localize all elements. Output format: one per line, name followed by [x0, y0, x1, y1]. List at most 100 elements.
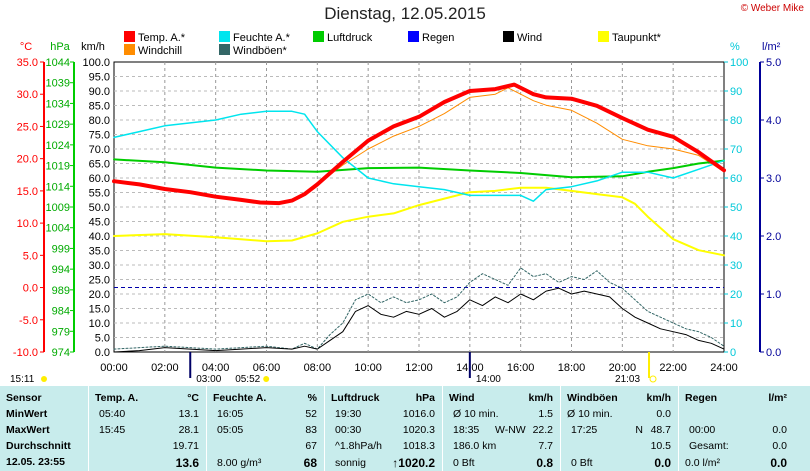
gust-max-time: 17:25	[571, 424, 598, 436]
hum-min: 52	[305, 408, 317, 420]
legend-swatch	[313, 31, 324, 42]
wind-tick-label: 80.0	[89, 115, 110, 127]
moon-time-label: 05:52	[235, 374, 260, 385]
col-pressure: Luftdruck hPa 19:30 1016.0 00:30 1020.3 …	[324, 386, 443, 471]
hum-abs: 8.00 g/m³	[217, 457, 262, 469]
hum-tick-label: 70	[730, 144, 742, 156]
press-tick-label: 1014	[46, 181, 70, 193]
credit-text[interactable]: © Weber Mike	[740, 3, 804, 14]
wind-tick-label: 55.0	[89, 188, 110, 200]
noon-time-label: 14:00	[476, 374, 501, 385]
rain-total-label: Gesamt:	[689, 440, 729, 452]
wind-tick-label: 45.0	[89, 217, 110, 229]
hum-max-time: 05:05	[217, 424, 244, 436]
press-trend: ^1.8hPa/h	[335, 440, 382, 452]
legend-item-temp: Temp. A.*	[124, 31, 185, 44]
col-sensor: Sensor MinWert MaxWert Durchschnitt 12.0…	[0, 386, 88, 471]
legend-item-humidity: Feuchte A.*	[219, 31, 290, 44]
press-tick-label: 1024	[46, 140, 70, 152]
legend-swatch	[408, 31, 419, 42]
legend-label: Taupunkt*	[612, 32, 661, 44]
gust-header: Windböen	[567, 392, 618, 404]
legend-label: Windchill	[138, 45, 183, 57]
hum-tick-label: 100	[730, 57, 748, 69]
rain-tick-label: 4.0	[766, 115, 781, 127]
rain-current: 0.0	[770, 456, 787, 470]
hum-tick-label: 20	[730, 289, 742, 301]
press-tick-label: 984	[52, 306, 70, 318]
legend-label: Regen	[422, 32, 455, 44]
temp-current: 13.6	[175, 456, 199, 470]
wind-tick-label: 5.0	[95, 333, 110, 345]
press-tick-label: 1034	[46, 98, 70, 110]
hum-axis-unit: %	[730, 41, 740, 53]
rain-axis-unit: l/m²	[762, 41, 781, 53]
x-tick-label: 02:00	[151, 362, 179, 374]
rain-amount: 0.0 l/m²	[685, 457, 721, 469]
wind-tick-label: 75.0	[89, 130, 110, 142]
hum-max: 83	[305, 424, 317, 436]
wind-current: 0.8	[536, 456, 553, 470]
sunset-icon	[649, 375, 657, 383]
x-tick-label: 16:00	[507, 362, 535, 374]
x-tick-label: 12:00	[405, 362, 433, 374]
press-forecast: sonnig	[335, 457, 366, 469]
wind-tick-label: 15.0	[89, 304, 110, 316]
rain-header: Regen	[685, 392, 718, 404]
x-tick-label: 20:00	[609, 362, 637, 374]
col-gusts: Windböen km/h Ø 10 min. 0.0 17:25 N 48.7…	[560, 386, 679, 471]
press-max: 1020.3	[402, 424, 435, 436]
legend-label: Luftdruck	[327, 32, 373, 44]
series-temp-a	[112, 82, 726, 206]
sun-icon	[41, 376, 47, 382]
rain-unit: l/m²	[768, 392, 787, 404]
temp-tick-label: -10.0	[13, 347, 38, 359]
x-tick-label: 08:00	[304, 362, 332, 374]
temp-tick-label: 10.0	[17, 218, 38, 230]
moon-icon	[263, 376, 270, 382]
rain-total: 0.0	[772, 440, 787, 452]
gust-avg: 10.5	[650, 440, 671, 452]
press-tick-label: 1029	[46, 119, 70, 131]
wind-distance: 186.0 km	[453, 440, 497, 452]
hum-current: 68	[303, 456, 317, 470]
hum-avg: 67	[305, 440, 317, 452]
legend-swatch	[219, 31, 230, 42]
legend-label: Temp. A.*	[138, 32, 186, 44]
hum-header: Feuchte A.	[213, 392, 267, 404]
legend-item-rain: Regen	[408, 31, 454, 44]
wind-axis-unit: km/h	[81, 41, 105, 53]
temp-min-time: 05:40	[99, 408, 126, 420]
gust-current: 0.0	[654, 456, 671, 470]
press-min: 1016.0	[402, 408, 435, 420]
press-avg: 1018.3	[402, 440, 435, 452]
temp-tick-label: 5.0	[23, 250, 38, 262]
press-unit: hPa	[415, 392, 435, 404]
temp-tick-label: 20.0	[17, 154, 38, 166]
col-wind: Wind km/h Ø 10 min. 1.5 18:35 W-NW 22.2 …	[442, 386, 561, 471]
temp-max: 28.1	[178, 424, 199, 436]
chart-title: Dienstag, 12.05.2015	[324, 4, 486, 23]
col-temp: Temp. A. °C 05:40 13.1 15:45 28.1 19.71 …	[88, 386, 207, 471]
legend-item-pressure: Luftdruck	[313, 31, 372, 44]
press-current: ↑1020.2	[392, 456, 435, 470]
temp-max-time: 15:45	[99, 424, 126, 436]
temp-avg: 19.71	[172, 440, 199, 452]
wind-tick-label: 65.0	[89, 159, 110, 171]
gust-avg-label: Ø 10 min.	[567, 408, 613, 420]
temp-min: 13.1	[178, 408, 199, 420]
press-min-time: 19:30	[335, 408, 362, 420]
legend-swatch	[503, 31, 514, 42]
press-tick-label: 974	[52, 347, 70, 359]
wind-tick-label: 25.0	[89, 275, 110, 287]
wind-tick-label: 35.0	[89, 246, 110, 258]
wind-tick-label: 90.0	[89, 86, 110, 98]
press-tick-label: 1009	[46, 202, 70, 214]
press-tick-label: 1044	[46, 57, 70, 69]
gust-bft: 0 Bft	[571, 457, 593, 469]
hum-tick-label: 80	[730, 115, 742, 127]
legend-item-dewpoint: Taupunkt*	[598, 31, 661, 44]
temp-tick-label: 35.0	[17, 57, 38, 69]
temp-tick-label: 0.0	[23, 283, 38, 295]
wind-avg: 7.7	[538, 440, 553, 452]
